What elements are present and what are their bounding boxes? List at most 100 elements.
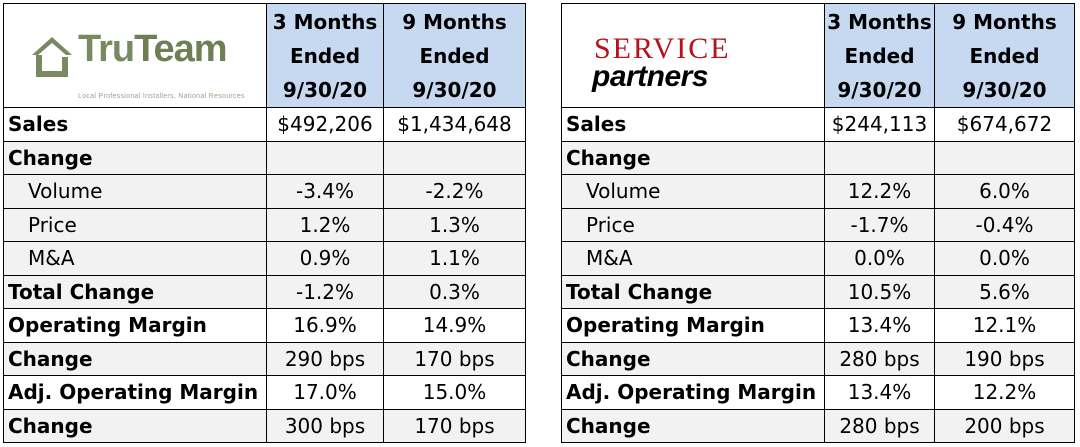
header-line: Ended <box>969 43 1040 68</box>
row-label: Change <box>561 140 825 175</box>
table-row: Sales $244,113 $674,672 <box>561 107 1075 142</box>
cell-9m: $674,672 <box>934 107 1075 142</box>
service-partners-table: SERVICE partners 3 Months Ended 9/30/20 … <box>561 3 1075 443</box>
row-label: Total Change <box>3 274 267 309</box>
cell-3m: 13.4% <box>824 308 935 343</box>
cell-9m: 12.2% <box>934 375 1075 410</box>
cell-9m: 200 bps <box>934 408 1075 443</box>
house-icon <box>32 37 72 77</box>
cell-9m <box>383 140 526 175</box>
cell-9m: -2.2% <box>383 174 526 209</box>
row-label: Change <box>3 341 267 376</box>
cell-9m: -0.4% <box>934 207 1075 242</box>
table-row: Volume -3.4% -2.2% <box>3 174 526 209</box>
row-label: Change <box>3 408 267 443</box>
service-partners-wordmark-bottom: partners <box>592 60 709 93</box>
header-line: 3 Months <box>272 9 378 34</box>
cell-3m: -3.4% <box>266 174 384 209</box>
row-label: Operating Margin <box>3 308 267 343</box>
row-label: Volume <box>561 174 825 209</box>
header-line: Ended <box>289 43 361 68</box>
cell-3m: 17.0% <box>266 375 384 410</box>
row-label: Operating Margin <box>561 308 825 343</box>
cell-9m: 5.6% <box>934 274 1075 309</box>
cell-3m: 280 bps <box>824 341 935 376</box>
cell-3m: 280 bps <box>824 408 935 443</box>
header-line: Ended <box>844 43 915 68</box>
truteam-table: TruTeam Local Professional Installers, N… <box>3 3 526 443</box>
table-row: Total Change 10.5% 5.6% <box>561 274 1075 309</box>
header-line: 9/30/20 <box>837 77 922 102</box>
row-label: Change <box>561 408 825 443</box>
cell-9m: 1.1% <box>383 241 526 276</box>
header-line: 9/30/20 <box>412 77 497 102</box>
cell-3m: 12.2% <box>824 174 935 209</box>
cell-9m: 190 bps <box>934 341 1075 376</box>
truteam-logo: TruTeam Local Professional Installers, N… <box>30 23 245 103</box>
row-label: Total Change <box>561 274 825 309</box>
service-partners-logo: SERVICE partners <box>592 31 802 101</box>
row-label: M&A <box>561 241 825 276</box>
row-label: Volume <box>3 174 267 209</box>
cell-9m: 6.0% <box>934 174 1075 209</box>
truteam-header-row: TruTeam Local Professional Installers, N… <box>3 3 526 108</box>
cell-9m: 0.3% <box>383 274 526 309</box>
truteam-col2-header: 9 Months Ended 9/30/20 <box>383 3 526 108</box>
table-row: Price 1.2% 1.3% <box>3 207 526 242</box>
row-label: Sales <box>3 107 267 142</box>
table-row: Sales $492,206 $1,434,648 <box>3 107 526 142</box>
table-row: Adj. Operating Margin 13.4% 12.2% <box>561 375 1075 410</box>
table-row: Change 300 bps 170 bps <box>3 408 526 443</box>
table-row: M&A 0.9% 1.1% <box>3 241 526 276</box>
table-row: Volume 12.2% 6.0% <box>561 174 1075 209</box>
cell-3m: -1.2% <box>266 274 384 309</box>
cell-3m <box>266 140 384 175</box>
table-row: Operating Margin 16.9% 14.9% <box>3 308 526 343</box>
table-row: Total Change -1.2% 0.3% <box>3 274 526 309</box>
cell-9m: 15.0% <box>383 375 526 410</box>
cell-9m <box>934 140 1075 175</box>
cell-3m: 300 bps <box>266 408 384 443</box>
cell-3m: -1.7% <box>824 207 935 242</box>
truteam-wordmark: TruTeam <box>78 30 228 68</box>
truteam-col1-header: 3 Months Ended 9/30/20 <box>266 3 384 108</box>
table-row: Change <box>561 140 1075 175</box>
cell-9m: 12.1% <box>934 308 1075 343</box>
row-label: Adj. Operating Margin <box>561 375 825 410</box>
cell-3m: 0.0% <box>824 241 935 276</box>
row-label: Price <box>561 207 825 242</box>
row-label: Price <box>3 207 267 242</box>
cell-3m: 13.4% <box>824 375 935 410</box>
cell-3m: 0.9% <box>266 241 384 276</box>
cell-9m: 170 bps <box>383 341 526 376</box>
table-row: Change 280 bps 190 bps <box>561 341 1075 376</box>
header-line: 9 Months <box>402 9 507 34</box>
row-label: Adj. Operating Margin <box>3 375 267 410</box>
cell-9m: $1,434,648 <box>383 107 526 142</box>
truteam-wordmark-left: Tru <box>78 28 135 70</box>
table-row: M&A 0.0% 0.0% <box>561 241 1075 276</box>
service-partners-col2-header: 9 Months Ended 9/30/20 <box>934 3 1075 108</box>
cell-3m: 16.9% <box>266 308 384 343</box>
table-row: Change 280 bps 200 bps <box>561 408 1075 443</box>
row-label: Change <box>3 140 267 175</box>
truteam-wordmark-right: Team <box>134 28 227 70</box>
cell-3m: 1.2% <box>266 207 384 242</box>
cell-3m: 290 bps <box>266 341 384 376</box>
service-partners-header-row: SERVICE partners 3 Months Ended 9/30/20 … <box>561 3 1075 108</box>
service-partners-col1-header: 3 Months Ended 9/30/20 <box>824 3 935 108</box>
cell-9m: 170 bps <box>383 408 526 443</box>
cell-3m <box>824 140 935 175</box>
cell-9m: 1.3% <box>383 207 526 242</box>
cell-9m: 14.9% <box>383 308 526 343</box>
cell-9m: 0.0% <box>934 241 1075 276</box>
table-row: Price -1.7% -0.4% <box>561 207 1075 242</box>
table-row: Adj. Operating Margin 17.0% 15.0% <box>3 375 526 410</box>
header-line: 9/30/20 <box>962 77 1047 102</box>
cell-3m: $244,113 <box>824 107 935 142</box>
service-partners-wordmark-top: SERVICE <box>594 32 731 65</box>
table-row: Change <box>3 140 526 175</box>
header-line: 3 Months <box>827 9 932 34</box>
cell-3m: $492,206 <box>266 107 384 142</box>
header-line: 9 Months <box>952 9 1057 34</box>
